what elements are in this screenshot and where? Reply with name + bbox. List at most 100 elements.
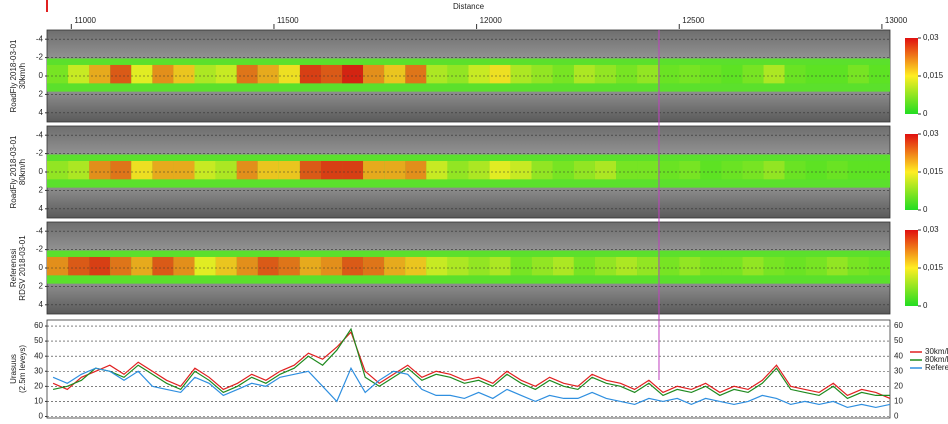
heat-cell	[490, 257, 511, 275]
y-tick-label: 2	[39, 90, 44, 99]
heat-cell	[237, 65, 258, 83]
heat-cell	[447, 257, 468, 275]
y-tick-label: 4	[39, 108, 44, 117]
y-axis-title: Urasuus	[9, 354, 18, 384]
heat-cell	[785, 65, 806, 83]
heat-cell	[152, 161, 173, 179]
heat-cell	[616, 161, 637, 179]
heat-cell	[700, 257, 721, 275]
heat-cell	[237, 161, 258, 179]
y-tick-label: 0	[39, 412, 44, 421]
x-tick-label: 11500	[277, 16, 299, 25]
heat-cell	[490, 65, 511, 83]
legend-label: Referer	[925, 363, 948, 372]
y-tick-label: 0	[39, 71, 44, 80]
heat-cell	[553, 257, 574, 275]
heat-cell	[300, 257, 321, 275]
heat-cell	[827, 161, 848, 179]
heat-cell	[616, 257, 637, 275]
heat-cell	[848, 161, 869, 179]
y-tick-label: -4	[36, 34, 44, 43]
colorbar-tick-label: 0,015	[923, 71, 944, 80]
heat-cell	[700, 65, 721, 83]
heat-cell	[68, 161, 89, 179]
x-axis-title: Distance	[453, 2, 485, 11]
y-axis-title: RoadFly 2018-03-01	[9, 135, 18, 208]
y-tick-label: 2	[39, 186, 44, 195]
y-tick-label: -2	[36, 53, 44, 62]
colorbar-tick-label: 0	[923, 205, 928, 214]
heat-cell	[848, 257, 869, 275]
heat-cell	[68, 65, 89, 83]
heat-cell	[869, 65, 890, 83]
x-tick-label: 13000	[885, 16, 908, 25]
heat-cell	[658, 257, 679, 275]
heat-cell	[553, 161, 574, 179]
y-axis-title: 80km/h	[18, 159, 27, 185]
colorbar-tick-label: 0	[923, 301, 928, 310]
y-tick-label: 0	[39, 167, 44, 176]
heat-cell	[47, 161, 68, 179]
heat-cell	[89, 65, 110, 83]
heat-cell	[511, 65, 532, 83]
y-tick-label: 4	[39, 204, 44, 213]
heat-cell	[848, 65, 869, 83]
screenshot: Distance1100011500120001250013000RoadFly…	[0, 0, 948, 424]
heat-cell	[258, 65, 279, 83]
heat-cell	[300, 65, 321, 83]
y-tick-label: 0	[39, 263, 44, 272]
heat-cell	[47, 65, 68, 83]
colorbar-tick-label: 0,015	[923, 167, 944, 176]
heat-cell	[679, 257, 700, 275]
heat-cell	[426, 65, 447, 83]
heat-cell	[216, 65, 237, 83]
heat-cell	[405, 65, 426, 83]
heat-cell	[574, 257, 595, 275]
heat-cell	[447, 65, 468, 83]
heat-cell	[47, 257, 68, 275]
heat-cell	[342, 161, 363, 179]
y-tick-label: -2	[36, 149, 44, 158]
heat-cell	[721, 161, 742, 179]
heat-cell	[300, 161, 321, 179]
heat-cell	[637, 161, 658, 179]
y-axis-title: (2.5m leveys)	[18, 345, 27, 393]
heat-cell	[595, 161, 616, 179]
heat-cell	[195, 65, 216, 83]
heat-cell	[511, 257, 532, 275]
heat-cell	[384, 257, 405, 275]
heat-cell	[532, 65, 553, 83]
y-tick-label: -4	[36, 226, 44, 235]
heat-cell	[384, 161, 405, 179]
heat-cell	[426, 257, 447, 275]
y2-tick-label: 0	[894, 412, 899, 421]
heat-cell	[827, 257, 848, 275]
heat-cell	[806, 65, 827, 83]
heat-cell	[405, 161, 426, 179]
heat-cell	[574, 161, 595, 179]
colorbar	[905, 38, 918, 114]
y-axis-title: 30km/h	[18, 63, 27, 89]
heat-cell	[363, 257, 384, 275]
heat-cell	[595, 65, 616, 83]
heat-cell	[806, 161, 827, 179]
heat-cell	[342, 257, 363, 275]
heat-cell	[426, 161, 447, 179]
heat-cell	[152, 257, 173, 275]
heat-cell	[869, 257, 890, 275]
heat-cell	[89, 161, 110, 179]
heat-cell	[152, 65, 173, 83]
colorbar-tick-label: 0,015	[923, 263, 944, 272]
x-tick-label: 11000	[74, 16, 96, 25]
colorbar-tick-label: 0,03	[923, 225, 939, 234]
heat-cell	[827, 65, 848, 83]
x-tick-label: 12500	[682, 16, 705, 25]
colorbar	[905, 134, 918, 210]
y2-tick-label: 40	[894, 351, 903, 360]
heat-cell	[363, 65, 384, 83]
heat-cell	[342, 65, 363, 83]
colorbar-tick-label: 0,03	[923, 129, 939, 138]
heat-cell	[195, 161, 216, 179]
heat-cell	[173, 65, 194, 83]
y-tick-label: -4	[36, 130, 44, 139]
